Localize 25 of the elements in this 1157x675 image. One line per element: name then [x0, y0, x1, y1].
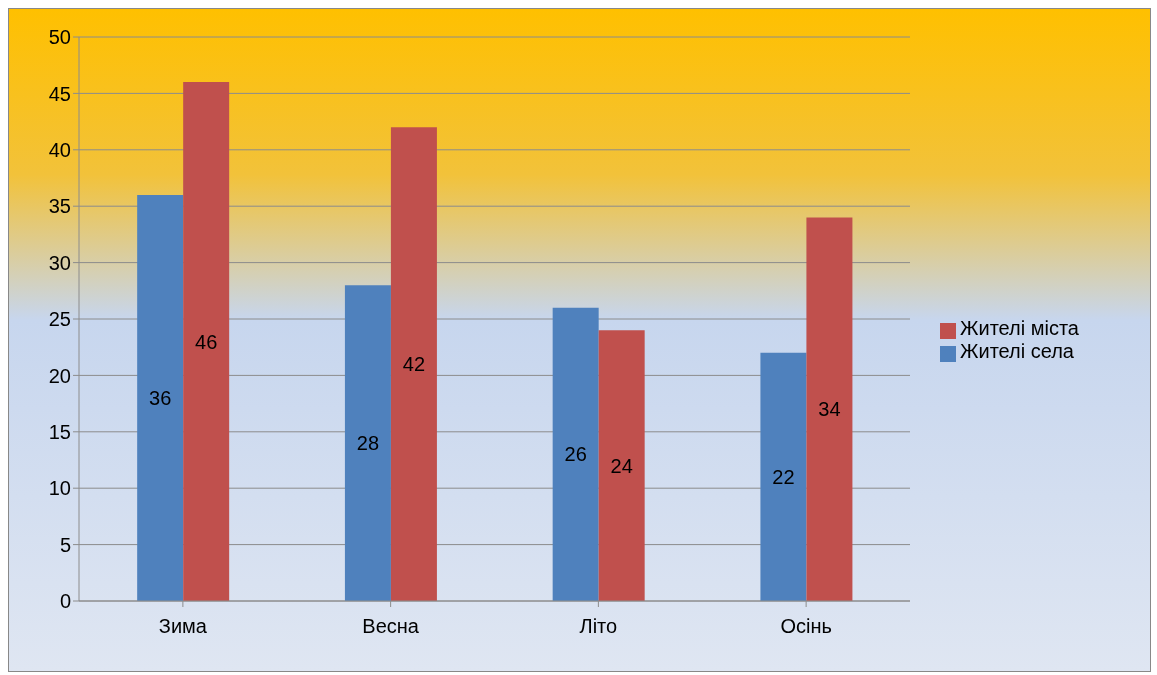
y-tick-label: 50 [48, 26, 71, 49]
y-tick-label: 20 [48, 364, 71, 387]
y-tick-label: 5 [59, 533, 71, 556]
x-tick-label: Осінь [780, 615, 832, 638]
data-label: 46 [195, 330, 218, 353]
x-tick-label: Весна [362, 615, 420, 638]
y-tick-label: 35 [48, 195, 71, 218]
y-tick-label: 15 [48, 420, 71, 443]
data-label: 26 [564, 443, 587, 466]
data-label: 36 [149, 387, 172, 410]
legend-label: Жителі села [960, 340, 1074, 362]
data-label: 24 [610, 454, 633, 477]
y-tick-label: 10 [48, 477, 71, 500]
data-label: 22 [772, 466, 795, 489]
data-label: 34 [818, 398, 841, 421]
x-tick-label: Зима [158, 615, 208, 638]
y-tick-label: 40 [48, 138, 71, 161]
x-tick-label: Літо [579, 615, 618, 638]
data-label: 42 [402, 353, 426, 376]
y-tick-label: 30 [48, 251, 71, 274]
y-tick-label: 0 [59, 590, 71, 613]
y-tick-label: 45 [48, 82, 71, 105]
legend-label: Жителі міста [960, 317, 1079, 339]
data-label: 28 [356, 432, 380, 455]
y-tick-label: 25 [48, 308, 71, 331]
